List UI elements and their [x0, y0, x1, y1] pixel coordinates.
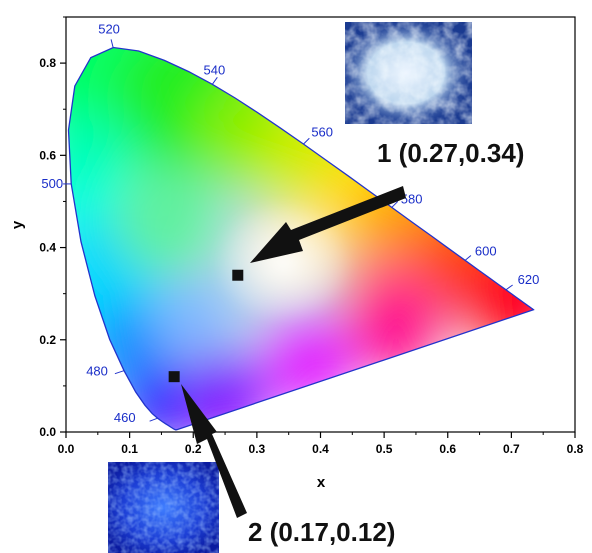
- data-point-2: [168, 371, 180, 383]
- x-tick-label: 0.7: [503, 442, 520, 456]
- y-tick-label: 0.4: [39, 241, 56, 255]
- x-axis-ticks: 0.0 0.1 0.2 0.3 0.4 0.5 0.6 0.7 0.8: [58, 432, 584, 456]
- wavelength-tick: [464, 255, 472, 261]
- x-tick-label: 0.5: [376, 442, 393, 456]
- arrow-to-point-1: [250, 186, 406, 263]
- wavelength-tick: [505, 284, 513, 291]
- arrow-to-point-2: [181, 384, 247, 518]
- x-axis-label: x: [317, 474, 326, 491]
- wavelength-label: 580: [401, 191, 423, 206]
- data-point-1: [232, 269, 244, 281]
- y-tick-label: 0.6: [39, 148, 56, 162]
- y-axis-ticks: 0.0 0.2 0.4 0.6 0.8: [39, 16, 66, 439]
- wavelength-label: 480: [86, 364, 108, 379]
- wavelength-labels: 460 480 500 520 540 560 580 600 620: [41, 21, 539, 425]
- data-points: [168, 269, 244, 383]
- wavelength-label: 500: [41, 176, 63, 191]
- wavelength-label: 600: [475, 243, 497, 258]
- point-2-annotation: 2 (0.17,0.12): [248, 517, 395, 547]
- spectral-locus: [67, 46, 535, 431]
- wavelength-label: 620: [518, 272, 540, 287]
- y-axis-label: y: [9, 220, 26, 229]
- wavelength-label: 460: [114, 410, 136, 425]
- wavelength-tick: [302, 137, 310, 145]
- x-tick-label: 0.6: [439, 442, 456, 456]
- wavelength-tick: [211, 77, 218, 85]
- x-tick-label: 0.8: [567, 442, 584, 456]
- wavelength-label: 520: [98, 21, 120, 36]
- wavelength-label: 540: [203, 62, 225, 77]
- sample-2-photo: [108, 462, 219, 553]
- x-tick-label: 0.4: [312, 442, 329, 456]
- y-tick-label: 0.2: [39, 333, 56, 347]
- sample-1-photo: [345, 22, 472, 124]
- x-tick-label: 0.0: [58, 442, 75, 456]
- point-1-annotation: 1 (0.27,0.34): [377, 138, 524, 168]
- wavelength-label: 560: [311, 124, 333, 139]
- x-tick-label: 0.3: [249, 442, 266, 456]
- x-tick-label: 0.1: [121, 442, 138, 456]
- wavelength-tick: [114, 370, 125, 375]
- y-tick-label: 0.8: [39, 56, 56, 70]
- x-tick-label: 0.2: [185, 442, 202, 456]
- wavelength-tick: [391, 201, 399, 208]
- annotation-arrows: [181, 186, 406, 518]
- wavelength-tick: [149, 417, 158, 422]
- y-tick-label: 0.0: [39, 425, 56, 439]
- wavelength-tick: [110, 39, 114, 48]
